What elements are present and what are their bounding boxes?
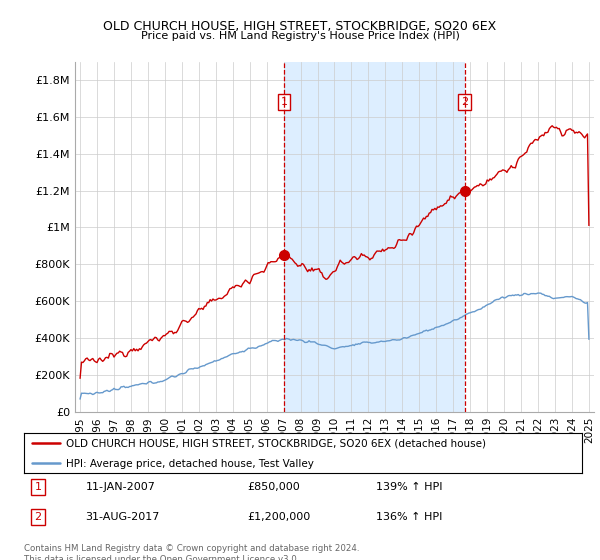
Text: 1: 1 xyxy=(34,482,41,492)
Text: 2: 2 xyxy=(34,512,41,522)
Text: 1: 1 xyxy=(281,97,287,107)
Text: HPI: Average price, detached house, Test Valley: HPI: Average price, detached house, Test… xyxy=(66,459,314,469)
Text: 136% ↑ HPI: 136% ↑ HPI xyxy=(376,512,442,522)
Text: OLD CHURCH HOUSE, HIGH STREET, STOCKBRIDGE, SO20 6EX: OLD CHURCH HOUSE, HIGH STREET, STOCKBRID… xyxy=(103,20,497,32)
Text: £1,200,000: £1,200,000 xyxy=(247,512,310,522)
Text: OLD CHURCH HOUSE, HIGH STREET, STOCKBRIDGE, SO20 6EX (detached house): OLD CHURCH HOUSE, HIGH STREET, STOCKBRID… xyxy=(66,439,486,449)
Text: 11-JAN-2007: 11-JAN-2007 xyxy=(85,482,155,492)
Text: Contains HM Land Registry data © Crown copyright and database right 2024.
This d: Contains HM Land Registry data © Crown c… xyxy=(24,544,359,560)
Text: £850,000: £850,000 xyxy=(247,482,300,492)
Text: 139% ↑ HPI: 139% ↑ HPI xyxy=(376,482,442,492)
Text: Price paid vs. HM Land Registry's House Price Index (HPI): Price paid vs. HM Land Registry's House … xyxy=(140,31,460,41)
Text: 31-AUG-2017: 31-AUG-2017 xyxy=(85,512,160,522)
Text: 2: 2 xyxy=(461,97,468,107)
Bar xyxy=(284,62,464,412)
